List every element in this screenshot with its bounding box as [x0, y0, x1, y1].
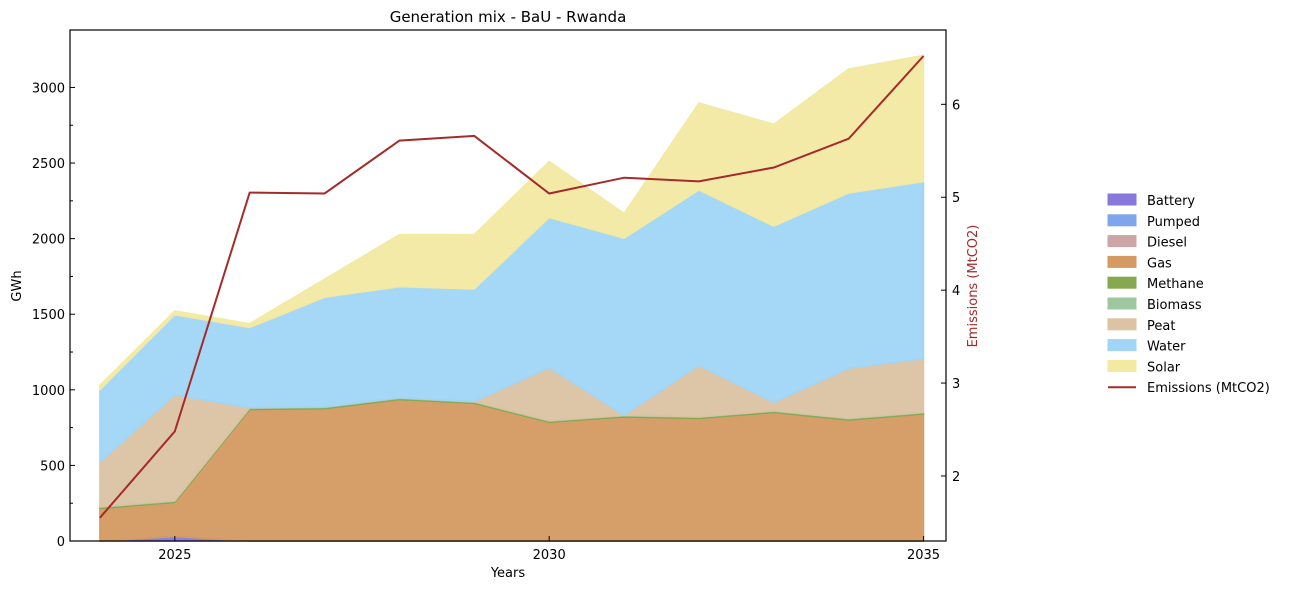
line-emissions: [99, 55, 925, 519]
y-tick-label: 1000: [32, 384, 65, 399]
y2-axis-label: Emissions (MtCO2): [966, 225, 981, 348]
chart-title: Generation mix - BaU - Rwanda: [390, 8, 627, 26]
legend-swatch-battery: [1107, 193, 1137, 206]
legend-label-solar: Solar: [1147, 360, 1181, 375]
y2-tick-label: 5: [952, 191, 960, 206]
x-axis-label: Years: [490, 566, 526, 581]
legend-label-gas: Gas: [1147, 256, 1172, 271]
y2-tick-label: 2: [952, 470, 960, 485]
legend-swatch-pumped: [1107, 214, 1137, 227]
legend: Battery Pumped Diesel Gas Methane Biomass Peat…: [1107, 193, 1270, 396]
legend-label-water: Water: [1147, 340, 1186, 355]
area-solar: [99, 54, 925, 391]
y-axis-label: GWh: [10, 270, 25, 301]
legend-label-diesel: Diesel: [1147, 236, 1187, 251]
plot-area: 0 500 1000 1500 2000 2500 3000 2 3 4 5 6 2025 2030 203…: [32, 29, 960, 563]
plot-frame: [69, 29, 947, 542]
y-tick-label: 0: [57, 535, 65, 550]
legend-swatch-gas: [1107, 255, 1137, 268]
legend-label-pumped: Pumped: [1147, 215, 1200, 230]
y-tick-label: 2500: [32, 157, 65, 172]
legend-label-peat: Peat: [1147, 319, 1175, 334]
y2-tick-label: 3: [952, 377, 960, 392]
legend-swatch-diesel: [1107, 235, 1137, 248]
y-tick-label: 3000: [32, 81, 65, 96]
legend-swatch-methane: [1107, 276, 1137, 289]
x-tick-label: 2035: [907, 548, 940, 563]
y-tick-label: 1500: [32, 308, 65, 323]
x-tick-label: 2030: [533, 548, 566, 563]
legend-label-emissions: Emissions (MtCO2): [1147, 381, 1270, 396]
y2-tick-label: 6: [952, 98, 960, 113]
legend-label-biomass: Biomass: [1147, 298, 1202, 313]
legend-swatch-peat: [1107, 318, 1137, 331]
legend-label-methane: Methane: [1147, 277, 1204, 292]
x-tick-label: 2025: [158, 548, 191, 563]
y2-tick-label: 4: [952, 284, 960, 299]
legend-swatch-water: [1107, 339, 1137, 352]
legend-swatch-solar: [1107, 359, 1137, 372]
y-tick-label: 500: [40, 459, 65, 474]
y-tick-label: 2000: [32, 233, 65, 248]
legend-swatch-biomass: [1107, 297, 1137, 310]
legend-label-battery: Battery: [1147, 194, 1195, 209]
